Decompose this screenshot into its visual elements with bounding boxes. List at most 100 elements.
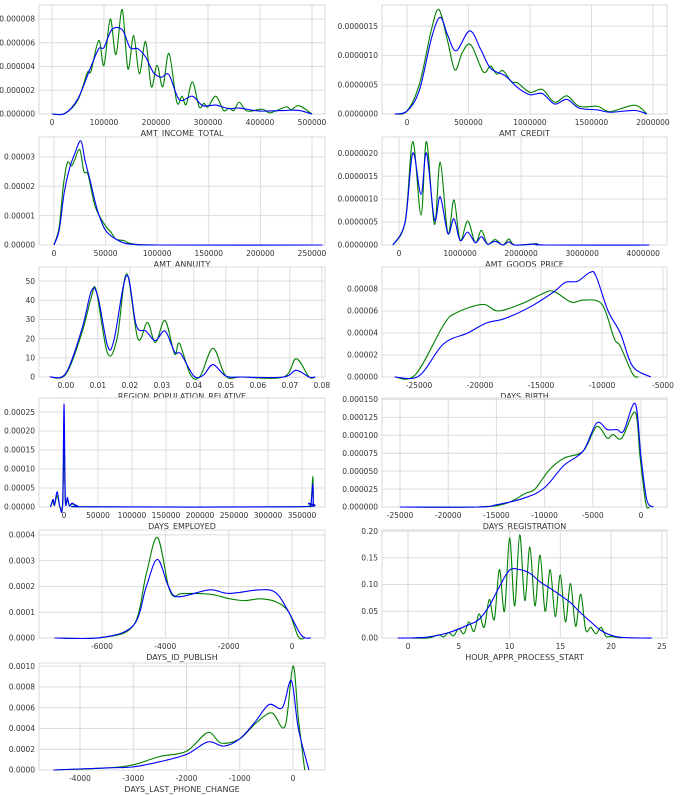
x-tick-label: 25	[657, 642, 667, 651]
y-tick-label: 0.0000010	[337, 195, 378, 204]
x-tick-label: -15000	[483, 511, 510, 520]
x-tick-label: -3000	[122, 774, 144, 783]
x-tick-label: 20	[606, 642, 616, 651]
x-tick-label: 100000	[118, 511, 147, 520]
y-tick-label: 0.20	[361, 527, 378, 536]
x-tick-label: 4000000	[626, 249, 660, 258]
kde-panel-days-id-publish: -6000 -4000 -2000 0 0.0000 0.0001 0.0002 0.0003…	[9, 529, 326, 662]
x-tick-label: -4000	[154, 642, 176, 651]
kde-line-series-2	[51, 26, 313, 116]
kde-line-series-2	[394, 270, 652, 380]
x-tick-label: 15	[556, 642, 566, 651]
x-tick-label: 400000	[246, 118, 275, 127]
x-tick-label: 0	[291, 774, 296, 783]
axes-frame	[38, 266, 326, 378]
kde-panel-region-population-relative: 0.00 0.01 0.02 0.03 0.04 0.05 0.06 0.07 0.08 0 10 2…	[25, 266, 330, 401]
y-tick-label: 0.00015	[4, 446, 35, 455]
y-tick-label: 0.000004	[0, 62, 35, 71]
x-tick-label: 0.06	[249, 381, 266, 390]
axes-frame	[381, 529, 668, 639]
y-tick-label: 0.15	[361, 554, 378, 563]
x-axis-label: DAYS_LAST_PHONE_CHANGE	[124, 785, 239, 794]
y-tick-label: 0.00	[361, 634, 378, 643]
y-tick-label: 0.00001	[4, 211, 35, 220]
x-tick-label: -1000	[229, 774, 251, 783]
x-tick-label: -2000	[176, 774, 198, 783]
x-tick-label: 0.01	[90, 381, 107, 390]
x-axis-label: AMT_ANNUITY	[154, 260, 211, 269]
y-tick-label: 0.00025	[4, 408, 35, 417]
x-tick-label: 150000	[194, 249, 223, 258]
axes-frame	[381, 397, 668, 508]
kde-panel-amt-income-total: 0 100000 200000 300000 400000 500000 0.000000 0…	[0, 4, 327, 138]
x-tick-label: 0	[290, 642, 295, 651]
kde-panel-days-employed: 0 50000 100000 150000 200000 250000 300000 3500…	[4, 397, 326, 531]
kde-line-series-2	[394, 16, 648, 115]
y-tick-label: 0.0000005	[337, 80, 378, 89]
y-tick-label: 20	[25, 334, 35, 343]
axes-frame	[381, 266, 668, 378]
x-axis-label: AMT_CREDIT	[499, 129, 550, 138]
y-tick-label: 0.0010	[9, 662, 35, 671]
y-tick-label: 0.00010	[4, 465, 35, 474]
y-tick-label: 0.0004	[9, 724, 35, 733]
y-tick-label: 0.0002	[9, 745, 35, 754]
axes-frame	[381, 4, 668, 115]
y-tick-label: 0.00002	[347, 351, 378, 360]
y-tick-label: 0.00000	[4, 503, 35, 512]
x-tick-label: 0.07	[281, 381, 298, 390]
x-tick-label: 2000000	[504, 249, 538, 258]
x-tick-label: 0	[62, 511, 67, 520]
x-tick-label: -20000	[435, 511, 462, 520]
x-tick-label: 250000	[298, 249, 327, 258]
y-tick-label: 0.0002	[9, 582, 35, 591]
plot-area	[39, 267, 325, 377]
plot-area	[382, 530, 667, 638]
y-tick-label: 10	[25, 354, 35, 363]
x-tick-label: 1000000	[443, 249, 477, 258]
x-tick-label: 0	[639, 511, 644, 520]
plot-area	[382, 398, 667, 507]
y-tick-label: 0.000000	[0, 110, 35, 119]
y-tick-label: 0.05	[361, 607, 378, 616]
x-tick-label: 0	[406, 642, 411, 651]
y-tick-label: 30	[25, 315, 35, 324]
axes-frame	[38, 662, 326, 771]
y-tick-label: 0.000002	[0, 86, 35, 95]
y-tick-label: 0.00008	[347, 285, 378, 294]
y-tick-label: 0.0001	[9, 608, 35, 617]
y-tick-label: 0.0000020	[337, 149, 378, 158]
y-tick-label: 0.0000000	[337, 241, 378, 250]
y-tick-label: 0.0004	[9, 531, 35, 540]
y-tick-label: 0.000125	[342, 413, 378, 422]
kde-line-series-2	[397, 567, 652, 639]
y-tick-label: 0.00006	[347, 307, 378, 316]
x-tick-label: -2000	[218, 642, 240, 651]
y-tick-label: 0.000100	[342, 431, 378, 440]
x-tick-label: 0.04	[185, 381, 202, 390]
x-tick-label: 350000	[288, 511, 317, 520]
x-tick-label: -25000	[406, 381, 433, 390]
x-tick-label: 100000	[143, 249, 172, 258]
x-tick-label: -25000	[387, 511, 414, 520]
y-tick-label: 0.000000	[342, 503, 378, 512]
x-tick-label: 0.03	[153, 381, 170, 390]
x-tick-label: 100000	[90, 118, 119, 127]
plot-area	[39, 663, 325, 770]
kde-line-series-1	[394, 290, 639, 380]
x-axis-label: DAYS_ID_PUBLISH	[146, 653, 217, 662]
y-tick-label: 0.00004	[347, 329, 378, 338]
x-tick-label: 0	[397, 249, 402, 258]
y-tick-label: 0.00002	[4, 182, 35, 191]
x-axis-label: HOUR_APPR_PROCESS_START	[465, 653, 584, 662]
plot-area	[39, 530, 325, 638]
y-tick-label: 0	[30, 373, 35, 382]
kde-line-series-2	[53, 680, 310, 771]
y-tick-label: 0.0000015	[337, 22, 378, 31]
plot-area	[39, 398, 325, 507]
x-tick-label: 200000	[186, 511, 215, 520]
kde-panel-days-birth: -25000 -20000 -15000 -10000 -5000 0.00000 0.00…	[347, 266, 674, 401]
x-axis-label: AMT_INCOME_TOTAL	[141, 129, 224, 138]
x-tick-label: 10	[505, 642, 515, 651]
